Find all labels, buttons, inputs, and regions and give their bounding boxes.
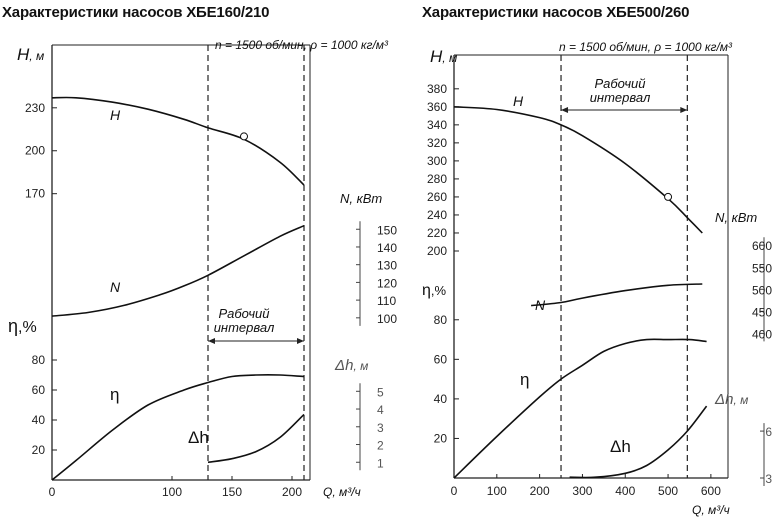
x-tick-label: 0 [451, 484, 458, 498]
operating-point-marker [664, 192, 673, 201]
right-tick-label-dh: 5 [377, 385, 384, 399]
x-tick-label: 300 [572, 484, 592, 498]
chart-series [51, 96, 305, 481]
series-line-dh [569, 405, 708, 479]
y-tick-label-h: 360 [427, 100, 447, 114]
series-line-h [51, 96, 305, 186]
series-label-h: H [110, 107, 121, 123]
chart-series [453, 106, 708, 479]
right-tick-label-dh: 1 [377, 456, 384, 470]
right-tick-label-n: 150 [377, 223, 397, 237]
work-interval-label-1: Рабочий [218, 306, 269, 321]
x-tick-label: 100 [487, 484, 507, 498]
right-tick-label-n: 400 [752, 327, 772, 341]
right-tick-label-dh: 6 [765, 425, 772, 439]
y-tick-label-eta: 40 [32, 413, 46, 427]
series-label-n: N [110, 279, 121, 295]
work-interval-label-1: Рабочий [594, 76, 645, 91]
y-tick-label-h: 260 [427, 190, 447, 204]
axis-label-eta: η,% [8, 316, 37, 336]
x-tick-label: 400 [615, 484, 635, 498]
right-tick-label-n: 450 [752, 305, 772, 319]
x-tick-label: 200 [530, 484, 550, 498]
x-tick-label: 200 [282, 485, 302, 499]
y-tick-label-h: 200 [427, 244, 447, 258]
right-tick-label-n: 550 [752, 261, 772, 275]
x-tick-label: 0 [49, 485, 56, 499]
series-line-eta [51, 374, 305, 481]
chart-panel-hbe160: Характеристики насосов ХБЕ160/210 0 100 15… [2, 4, 397, 499]
conditions-label: n = 1500 об/мин, ρ = 1000 кг/м³ [215, 38, 389, 52]
chart-svg-hbe160: 0 100 150 200 170 200 230 20 40 60 80 100 110 120 130 1… [8, 38, 397, 499]
right-tick-label-n: 100 [377, 312, 397, 326]
x-tick-label: 100 [162, 485, 182, 499]
series-label-n: N [535, 297, 546, 313]
y-tick-label-h: 380 [427, 82, 447, 96]
y-tick-label-eta: 20 [32, 443, 46, 457]
conditions-label: n = 1500 об/мин, ρ = 1000 кг/м³ [559, 40, 733, 54]
series-label-eta: η [520, 370, 529, 389]
axis-label-h: H, м [430, 47, 457, 66]
series-label-eta: η [110, 385, 119, 404]
right-tick-label-dh: 2 [377, 439, 384, 453]
axis-label-eta: η,% [422, 282, 447, 299]
y-tick-label-h: 230 [25, 101, 45, 115]
series-line-h [453, 106, 703, 234]
x-tick-label: 600 [701, 484, 721, 498]
axis-label-q: Q, м³/ч [323, 485, 361, 499]
series-line-n [51, 224, 305, 317]
chart-panel-hbe500: Характеристики насосов ХБЕ500/260 0 100 20… [392, 0, 775, 522]
series-line-eta [453, 338, 707, 479]
chart-svg-hbe500: 0 100 200 300 400 500 600200220240260280300320… [422, 40, 772, 517]
axis-label-h: H, м [17, 45, 44, 64]
y-tick-label-eta: 40 [434, 392, 448, 406]
x-tick-label: 150 [222, 485, 242, 499]
y-tick-label-h: 340 [427, 118, 447, 132]
right-tick-label-dh: 3 [765, 472, 772, 486]
right-tick-label-n: 140 [377, 241, 397, 255]
work-interval [207, 45, 305, 480]
y-tick-label-h: 240 [427, 208, 447, 222]
y-tick-label-h: 280 [427, 172, 447, 186]
series-label-h: H [513, 93, 524, 109]
operating-point-marker [240, 132, 248, 141]
right-tick-label-dh: 3 [377, 421, 384, 435]
chart-title: Характеристики насосов ХБЕ500/260 [422, 4, 690, 21]
y-tick-label-h: 300 [427, 154, 447, 168]
series-line-n [531, 283, 703, 307]
y-tick-label-eta: 80 [32, 353, 46, 367]
work-interval-label-2: интервал [590, 90, 651, 105]
chart-axes: 0 100 150 200 170 200 230 20 40 60 80 100 110 120 130 1… [25, 101, 397, 499]
chart-frame [51, 44, 311, 481]
right-tick-label-n: 110 [377, 294, 396, 308]
right-tick-label-dh: 4 [377, 403, 384, 417]
chart-title: Характеристики насосов ХБЕ160/210 [2, 4, 270, 21]
series-label-dh: Δh [610, 437, 631, 456]
y-tick-label-eta: 60 [434, 352, 448, 366]
y-tick-label-eta: 60 [32, 383, 46, 397]
axis-label-dh: Δh, м [334, 357, 368, 374]
right-tick-label-n: 600 [752, 239, 772, 253]
right-tick-label-n: 500 [752, 283, 772, 297]
work-interval [560, 55, 688, 478]
y-tick-label-eta: 20 [434, 431, 448, 445]
axis-label-q: Q, м³/ч [692, 503, 730, 517]
series-line-dh [207, 413, 305, 464]
x-tick-label: 500 [658, 484, 678, 498]
y-tick-label-h: 320 [427, 136, 447, 150]
axis-label-dh: Δh, м [714, 391, 748, 408]
chart-axes: 0 100 200 300 400 500 600200220240260280300320… [427, 82, 772, 498]
work-interval-label-2: интервал [214, 320, 275, 335]
y-tick-label-eta: 80 [434, 313, 448, 327]
right-tick-label-n: 120 [377, 276, 397, 290]
y-tick-label-h: 200 [25, 144, 45, 158]
axis-label-n: N, кВт [715, 210, 757, 225]
axis-label-n: N, кВт [340, 191, 382, 206]
y-tick-label-h: 170 [25, 187, 45, 201]
right-tick-label-n: 130 [377, 259, 397, 273]
y-tick-label-h: 220 [427, 226, 447, 240]
series-label-dh: Δh [188, 428, 209, 447]
